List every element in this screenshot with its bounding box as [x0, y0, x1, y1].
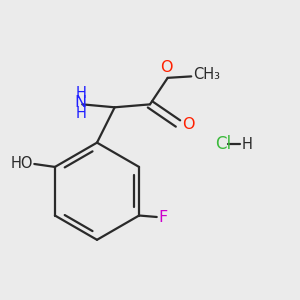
- Text: HO: HO: [10, 157, 33, 172]
- Text: CH₃: CH₃: [193, 68, 220, 82]
- Text: H: H: [241, 136, 252, 152]
- Text: N: N: [75, 95, 87, 110]
- Text: H: H: [75, 86, 86, 101]
- Text: H: H: [75, 106, 86, 121]
- Text: O: O: [160, 60, 172, 75]
- Text: Cl: Cl: [215, 135, 231, 153]
- Text: O: O: [182, 118, 195, 133]
- Text: F: F: [158, 210, 167, 225]
